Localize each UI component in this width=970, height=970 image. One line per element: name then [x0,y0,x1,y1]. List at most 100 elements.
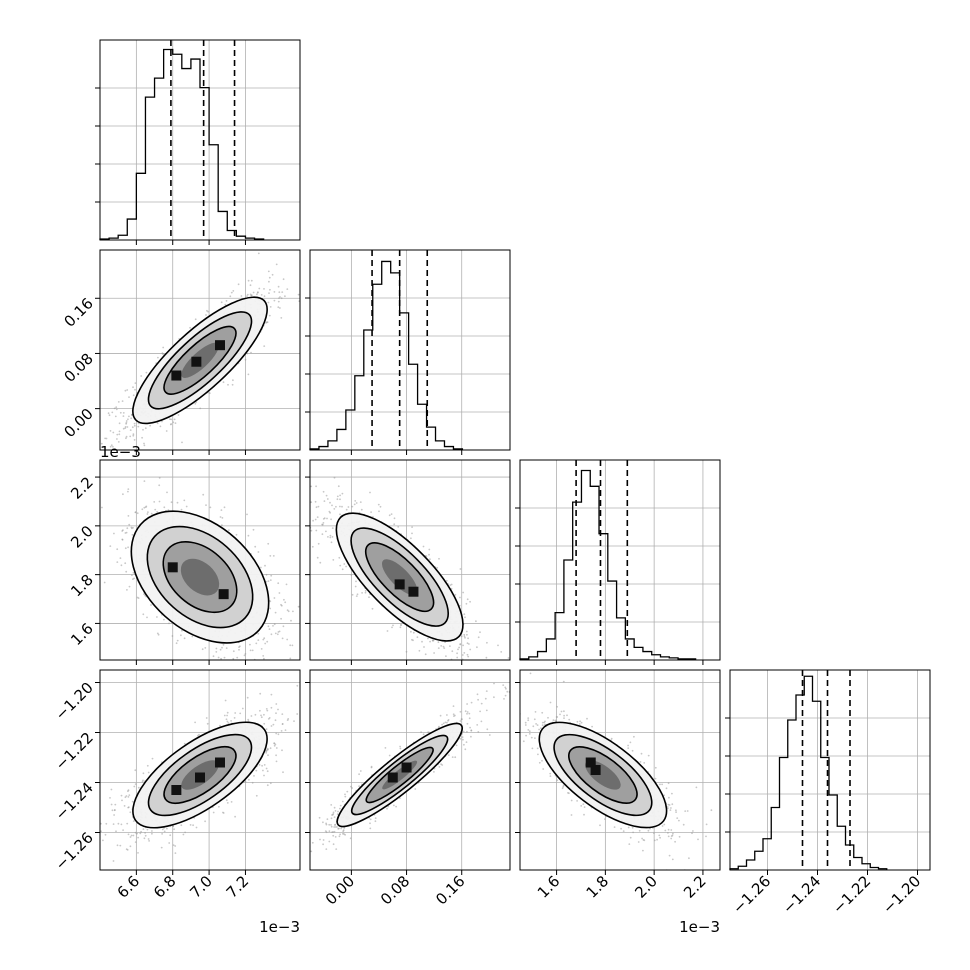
scatter-point [280,730,283,732]
scatter-point [232,379,234,382]
scatter-point [115,406,118,409]
scatter-point [310,529,313,532]
scatter-point [128,396,130,398]
scatter-point [339,498,341,501]
scatter-point [163,618,165,621]
scatter-point [192,824,195,827]
scatter-point [117,401,120,403]
scatter-point [259,692,262,695]
scatter-point [466,642,469,645]
scatter-point [353,503,356,506]
scatter-point [266,784,269,787]
scatter-point [468,643,470,645]
scatter-point [507,657,510,659]
scatter-point [151,830,153,832]
scatter-point [339,513,341,516]
scatter-point [134,511,137,514]
scatter-point [423,646,425,648]
scatter-point [268,280,270,283]
scatter-point [183,742,186,745]
scatter-point [422,545,425,548]
scatter-point [289,657,292,660]
panel-frame [99,249,301,451]
scatter-point [355,580,357,583]
scatter-point [301,591,303,593]
scatter-point [118,430,121,433]
density-peak [218,589,229,600]
scatter-point [116,548,119,551]
scatter-point [146,764,149,767]
scatter-point [201,648,204,651]
scatter-point [122,529,124,532]
scatter-point [128,794,131,796]
scatter-point [315,506,318,509]
scatter-point [128,585,131,588]
scatter-point [306,251,308,253]
scatter-point [125,848,128,851]
scatter-point [250,279,253,282]
scatter-point [307,518,309,520]
scatter-point [260,648,263,650]
scatter-point [104,833,107,836]
panel-frame [99,459,301,661]
scatter-point [335,505,337,508]
scatter-point [280,297,283,300]
scatter-point [225,647,228,649]
scatter-point [142,428,144,431]
scatter-point [341,492,344,495]
scatter-point [131,800,134,803]
scatter-point [351,593,354,596]
scatter-point [463,635,466,638]
scatter-point [459,643,462,646]
scatter-point [337,485,340,488]
scatter-point [244,358,247,361]
scatter-point [279,509,281,511]
scatter-point [158,484,161,487]
scatter-point [246,293,249,296]
scatter-point [364,589,367,592]
scatter-point [119,844,122,847]
scatter-point [266,770,269,773]
scatter-point [310,485,313,488]
scatter-point [255,794,258,797]
scatter-point [236,656,239,659]
scatter-point [329,534,332,537]
scatter-point [163,506,166,509]
scatter-point [269,600,272,603]
scatter-point [463,652,466,654]
hist-panel-3 [729,669,931,871]
scatter-point [121,400,124,402]
scatter-point [127,488,130,490]
scatter-point [130,526,133,529]
scatter-point [321,533,324,536]
scatter-point [464,636,466,639]
scatter-point [215,651,218,653]
scatter-point [265,767,268,770]
scatter-point [158,500,161,503]
scatter-point [269,782,272,785]
scatter-point [240,295,243,297]
scatter-point [359,501,362,503]
scatter-point [122,415,125,417]
scatter-point [226,802,229,804]
scatter-point [125,435,128,438]
scatter-point [338,556,341,559]
scatter-point [500,651,503,653]
scatter-point [226,720,229,723]
scatter-point [378,510,380,513]
scatter-point [195,826,198,829]
scatter-point [436,566,439,569]
scatter-point [194,721,197,724]
scatter-point [463,613,466,616]
scatter-point [119,557,122,559]
scatter-point [462,644,464,647]
scatter-point [145,371,148,374]
scatter-panel-2-1 [279,459,511,661]
scatter-point [467,637,469,640]
scatter-point [319,561,322,564]
scatter-point [281,637,284,640]
scatter-point [345,565,347,568]
scatter-point [393,523,396,526]
scatter-point [157,633,160,636]
